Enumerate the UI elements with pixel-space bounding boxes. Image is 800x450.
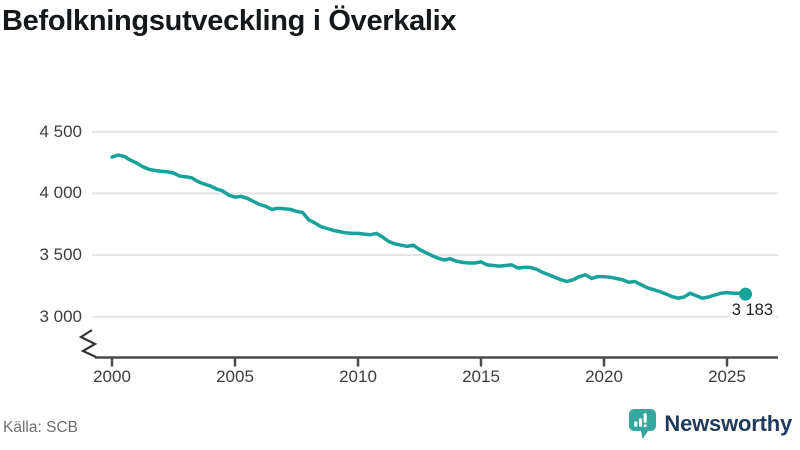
x-axis-label: 2015	[462, 367, 500, 386]
y-axis-label: 3 500	[39, 245, 82, 265]
logo-bar-1	[634, 421, 638, 427]
source-label: Källa: SCB	[3, 419, 78, 436]
newsworthy-logo: Newsworthy	[628, 408, 792, 440]
page-title: Befolkningsutveckling i Överkalix	[2, 5, 457, 37]
y-axis-label: 4 000	[39, 183, 82, 203]
newsworthy-logo-icon	[629, 409, 657, 439]
y-axis-label: 3 000	[39, 306, 82, 326]
x-axis-label: 2020	[585, 367, 623, 386]
y-axis-label: 4 500	[39, 121, 82, 141]
population-line	[110, 153, 748, 300]
x-axis-label: 2000	[93, 367, 131, 386]
logo-exclamation-bar	[644, 413, 648, 423]
last-value-label: 3 183	[728, 301, 776, 320]
x-axis-label: 2010	[339, 367, 377, 386]
logo-bar-2	[639, 418, 643, 427]
newsworthy-wordmark: Newsworthy	[664, 411, 792, 436]
x-axis-label: 2025	[708, 367, 746, 386]
end-point-dot	[739, 287, 752, 301]
gridlines	[92, 130, 778, 318]
axis-break-icon	[78, 329, 98, 358]
x-axis-ticks	[110, 357, 729, 367]
logo-exclamation-dot	[644, 424, 648, 427]
x-axis-label: 2005	[216, 367, 254, 386]
